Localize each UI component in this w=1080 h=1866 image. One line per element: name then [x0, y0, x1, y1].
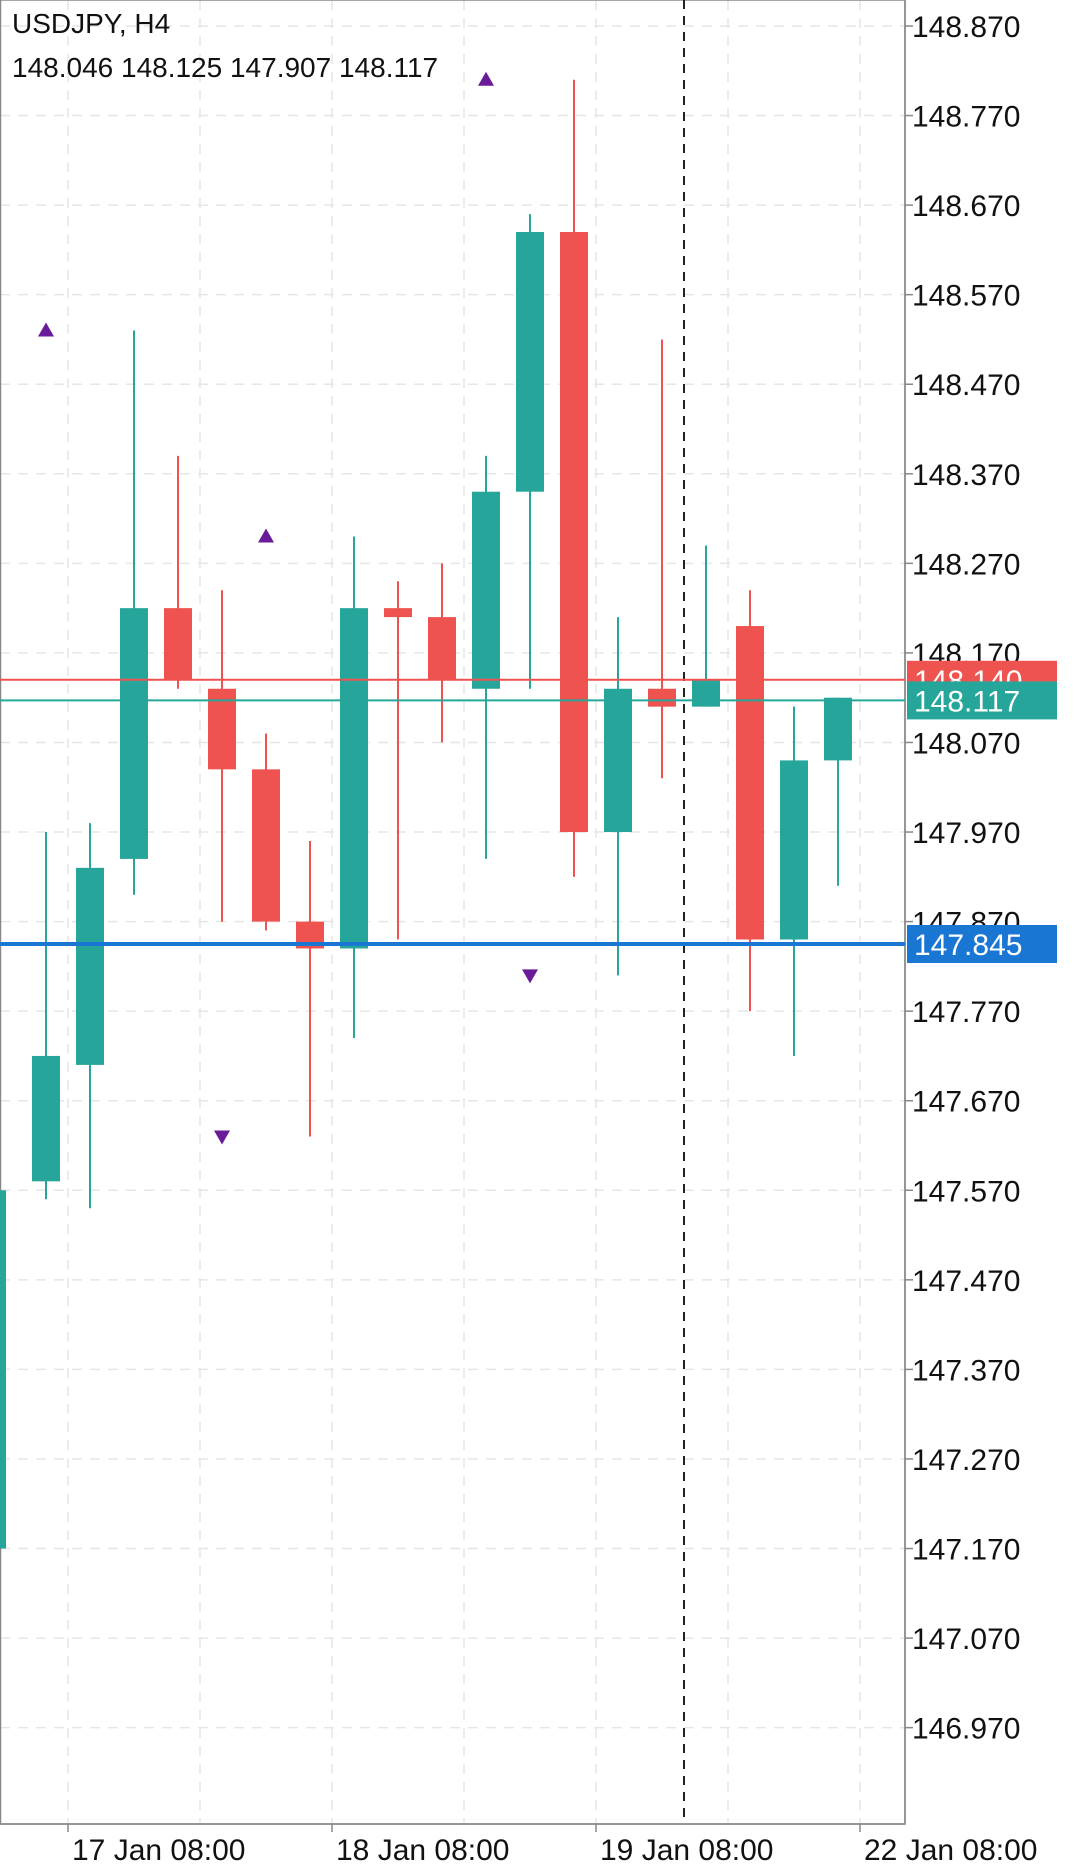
- price-tick-label: 147.370: [912, 1354, 1020, 1387]
- price-tick-label: 148.570: [912, 280, 1020, 313]
- price-tick-label: 148.070: [912, 727, 1020, 760]
- level-price-label-box: [907, 924, 1057, 963]
- price-tick-label: 148.670: [912, 190, 1020, 223]
- candle: [340, 536, 368, 1039]
- plot-frame: [0, 0, 906, 1825]
- candle: [736, 590, 764, 1012]
- price-tick-label: 147.770: [912, 996, 1020, 1029]
- price-tick-label: 147.270: [912, 1444, 1020, 1477]
- price-tick-label: 148.470: [912, 369, 1020, 402]
- candle: [384, 581, 412, 940]
- price-tick-label: 147.970: [912, 817, 1020, 850]
- candle: [164, 455, 192, 689]
- time-tick-label: 19 Jan 08:00: [600, 1834, 773, 1866]
- price-tick-label: 148.770: [912, 101, 1020, 134]
- candle-body: [560, 231, 588, 833]
- price-tick-label: 148.270: [912, 548, 1020, 581]
- candle-body: [340, 608, 368, 949]
- candle-body: [428, 617, 456, 680]
- candle-body: [516, 231, 544, 492]
- candle-body: [736, 626, 764, 940]
- candle-body: [76, 867, 104, 1065]
- candle: [604, 617, 632, 976]
- candle: [296, 840, 324, 1137]
- price-tick-label: 147.170: [912, 1534, 1020, 1567]
- up-arrow-marker: [258, 528, 274, 543]
- time-axis-background: [0, 1825, 1080, 1866]
- price-tick-label: 147.670: [912, 1086, 1020, 1119]
- price-tick-label: 147.470: [912, 1265, 1020, 1298]
- time-tick-label: 17 Jan 08:00: [72, 1834, 245, 1866]
- time-tick-label: 22 Jan 08:00: [864, 1834, 1037, 1866]
- candle: [120, 330, 148, 895]
- candle-body: [692, 679, 720, 707]
- symbol-timeframe-label: USDJPY, H4: [12, 8, 171, 39]
- candle-body: [252, 769, 280, 922]
- candle-body: [648, 688, 676, 707]
- grid: [0, 0, 905, 1824]
- level-price-label: 147.845: [914, 929, 1022, 962]
- candles: [32, 79, 852, 1209]
- candle: [472, 455, 500, 859]
- price-tick-label: 147.070: [912, 1623, 1020, 1656]
- candle-body: [472, 491, 500, 689]
- ohlc-values-label: 148.046 148.125 147.907 148.117: [12, 52, 439, 83]
- time-tick-label: 18 Jan 08:00: [336, 1834, 509, 1866]
- candle: [208, 590, 236, 922]
- candle: [252, 733, 280, 931]
- up-arrow-marker: [38, 322, 54, 337]
- candle-partial: [0, 1190, 6, 1549]
- candle-body: [384, 608, 412, 618]
- candle: [648, 339, 676, 779]
- candle: [692, 545, 720, 707]
- candle-body: [164, 608, 192, 680]
- candle: [516, 214, 544, 689]
- price-tick-label: 148.870: [912, 11, 1020, 44]
- candle-body: [32, 1055, 60, 1182]
- candle-body: [780, 760, 808, 940]
- candle-body: [824, 697, 852, 761]
- down-arrow-marker: [522, 969, 538, 984]
- up-arrow-marker: [478, 71, 494, 86]
- candle: [780, 706, 808, 1056]
- candle-body: [604, 688, 632, 833]
- candle: [32, 832, 60, 1200]
- candle: [428, 563, 456, 743]
- price-tick-label: 146.970: [912, 1713, 1020, 1746]
- candle: [76, 823, 104, 1209]
- price-tick-label: 148.370: [912, 459, 1020, 492]
- candle: [824, 697, 852, 886]
- bid-price-label: 148.117: [914, 685, 1020, 718]
- down-arrow-marker: [214, 1130, 230, 1145]
- candle-body: [120, 608, 148, 859]
- price-tick-label: 147.570: [912, 1175, 1020, 1208]
- bid-price-label-box: [907, 681, 1057, 720]
- candle: [560, 79, 588, 877]
- candle-body: [208, 688, 236, 770]
